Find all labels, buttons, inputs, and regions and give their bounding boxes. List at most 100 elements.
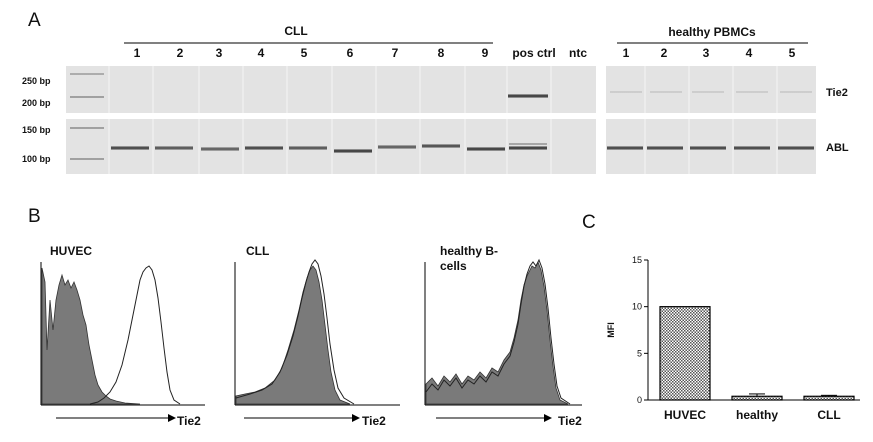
histogram-healthy-isotype [425,261,569,405]
histogram-healthy-arrow-head [544,414,552,422]
lane-label-ntc: ntc [569,46,587,60]
band-abl-healthy-2 [647,146,683,150]
gel-tie2-lane-divider [286,66,288,113]
gel-tie2-lane-divider [152,66,154,113]
mfi-bar-chart: 0 5 10 15 MFI HUVEC healthy CLL [606,255,860,422]
cll-group-header: CLL [284,24,307,38]
histogram-healthy-bcells: healthy B- cells Tie2 [424,244,582,428]
band-abl-lane-3 [201,147,239,151]
gel-abl-lane-divider [242,119,244,174]
ytick-label-10: 10 [632,302,642,312]
band-tie2-pos-ctrl [508,94,548,98]
histogram-healthy-title-line1: healthy B- [440,244,498,258]
gel-abl-lane-divider [550,119,552,174]
lane-label-healthy-3: 3 [703,46,710,60]
band-abl-lane-9 [467,147,505,151]
gel-abl-lane-divider [286,119,288,174]
gel-abl-lane-divider [644,119,646,174]
band-abl-healthy-3 [690,146,726,150]
gel-tie2-lane-divider [550,66,552,113]
band-tie2-healthy-1 [610,91,642,93]
histogram-huvec: HUVEC Tie2 [40,244,205,428]
band-abl-lane-2 [155,146,193,150]
histogram-huvec-title: HUVEC [50,244,92,258]
gel-images [66,66,816,174]
lane-labels: 1 2 3 4 5 6 7 8 9 pos ctrl ntc 1 2 3 4 5 [134,46,796,60]
gel-tie2-lane-divider [776,66,778,113]
band-tie2-healthy-4 [736,91,768,93]
histogram-cll-title: CLL [246,244,269,258]
bar-healthy [731,395,783,401]
ladder-label-150: 150 bp [22,125,51,135]
histogram-huvec-isotype [41,267,141,405]
gel-abl-lane-divider [464,119,466,174]
band-tie2-healthy-3 [692,91,724,93]
band-tie2-healthy-5 [780,91,812,93]
gel-abl-lane-divider [375,119,377,174]
histogram-healthy-title-line2: cells [440,259,467,273]
lane-label-cll-2: 2 [177,46,184,60]
lane-label-cll-5: 5 [301,46,308,60]
band-abl-lane-4 [245,146,283,150]
gel-tie2-lane-divider [331,66,333,113]
gel-abl-lane-divider [331,119,333,174]
lane-label-cll-9: 9 [482,46,489,60]
xtick-label-cll: CLL [817,408,840,422]
panel-c-letter: C [582,212,596,233]
lane-label-healthy-2: 2 [661,46,668,60]
row-label-abl: ABL [826,142,849,154]
bar-cll [803,395,855,401]
gel-abl-lane-divider [688,119,690,174]
bar-chart-ylabel: MFI [606,322,616,338]
band-tie2-healthy-2 [650,91,682,93]
band-abl-lane-5 [289,146,327,150]
histogram-cll-stain [235,259,355,405]
histogram-healthy-xlabel: Tie2 [558,414,582,428]
lane-label-healthy-5: 5 [789,46,796,60]
gel-abl-lane-divider [108,119,110,174]
gel-abl-lane-divider [506,119,508,174]
gel-tie2-lane-divider [644,66,646,113]
band-abl-pos-ctrl-upper [509,143,547,145]
histogram-huvec-arrow-head [168,414,176,422]
healthy-group-header: healthy PBMCs [668,25,756,39]
lane-label-healthy-4: 4 [746,46,753,60]
gel-tie2-lane-divider [242,66,244,113]
gel-tie2-lane-divider [688,66,690,113]
lane-label-cll-6: 6 [347,46,354,60]
ytick-label-15: 15 [632,255,642,265]
ladder-band-top-250 [70,73,104,75]
lane-label-cll-7: 7 [392,46,399,60]
band-abl-healthy-4 [734,146,770,150]
ladder-label-250: 250 bp [22,76,51,86]
histogram-cll: CLL Tie2 [234,244,400,428]
band-abl-lane-10 [509,146,547,150]
ytick-label-5: 5 [637,348,642,358]
lane-label-healthy-1: 1 [623,46,630,60]
gel-tie2-lane-divider [419,66,421,113]
gel-abl-lane-divider [198,119,200,174]
ladder-label-100: 100 bp [22,154,51,164]
gel-tie2-lane-divider [464,66,466,113]
histogram-cll-xlabel: Tie2 [362,414,386,428]
band-abl-healthy-5 [778,146,814,150]
xtick-label-healthy: healthy [736,408,778,422]
gel-abl-lane-divider [152,119,154,174]
gel-tie2-lane-divider [732,66,734,113]
row-label-tie2: Tie2 [826,87,848,99]
gel-tie2-lane-divider [198,66,200,113]
histogram-huvec-xlabel: Tie2 [177,414,201,428]
ladder-band-bottom-100 [70,158,104,160]
ladder-label-200: 200 bp [22,98,51,108]
lane-label-cll-4: 4 [258,46,265,60]
histogram-healthy-stain [425,258,571,405]
xtick-label-huvec: HUVEC [664,408,706,422]
bar-huvec [659,306,711,401]
lane-label-cll-1: 1 [134,46,141,60]
ytick-label-0: 0 [637,395,642,405]
gel-tie2-healthy [606,66,816,113]
panel-a-letter: A [28,10,41,31]
lane-label-pos-ctrl: pos ctrl [512,46,555,60]
histogram-cll-arrow-head [352,414,360,422]
